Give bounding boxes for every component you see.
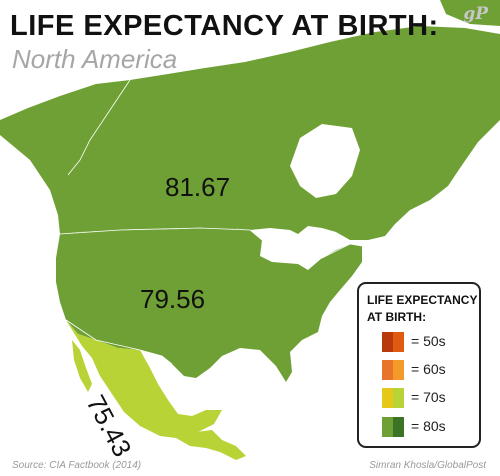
legend-swatch	[393, 388, 404, 408]
legend-title: LIFE EXPECTANCY AT BIRTH:	[367, 293, 478, 324]
great-lakes	[260, 236, 300, 262]
usa-value: 79.56	[140, 284, 206, 314]
legend-label: = 50s	[411, 333, 446, 349]
legend-swatch	[382, 332, 393, 352]
us-canada-border	[59, 227, 363, 259]
globalpost-logo: gP	[463, 4, 488, 24]
page-subtitle: North America	[12, 44, 178, 74]
legend-label: = 80s	[411, 418, 446, 434]
author-credit: Simran Khosla/GlobalPost	[369, 460, 486, 471]
arctic-island	[300, 52, 330, 72]
legend-label: = 60s	[411, 361, 446, 377]
legend-swatch	[382, 388, 393, 408]
legend-swatch	[382, 360, 393, 380]
alaska-border	[67, 79, 131, 176]
great-lakes	[298, 248, 318, 270]
legend-swatch	[393, 417, 404, 437]
legend-swatch	[393, 360, 404, 380]
page-title: LIFE EXPECTANCY AT BIRTH:	[10, 10, 439, 42]
mexico-region	[66, 320, 222, 438]
hudson-bay	[290, 124, 360, 198]
source-note: Source: CIA Factbook (2014)	[12, 460, 142, 471]
arctic-island	[410, 42, 480, 74]
us-mexico-border	[65, 319, 173, 365]
central-america-region	[176, 430, 246, 460]
legend-label: = 70s	[411, 389, 446, 405]
baja-peninsula	[72, 340, 92, 392]
usa-region	[56, 228, 362, 382]
arctic-island	[330, 58, 400, 94]
canada-value: 81.67	[165, 172, 231, 202]
legend-box: LIFE EXPECTANCY AT BIRTH: = 50s = 60s = …	[357, 282, 481, 448]
legend-swatch	[393, 332, 404, 352]
greenland-region	[440, 0, 500, 26]
arctic-island	[250, 82, 318, 114]
legend-swatch	[382, 417, 393, 437]
